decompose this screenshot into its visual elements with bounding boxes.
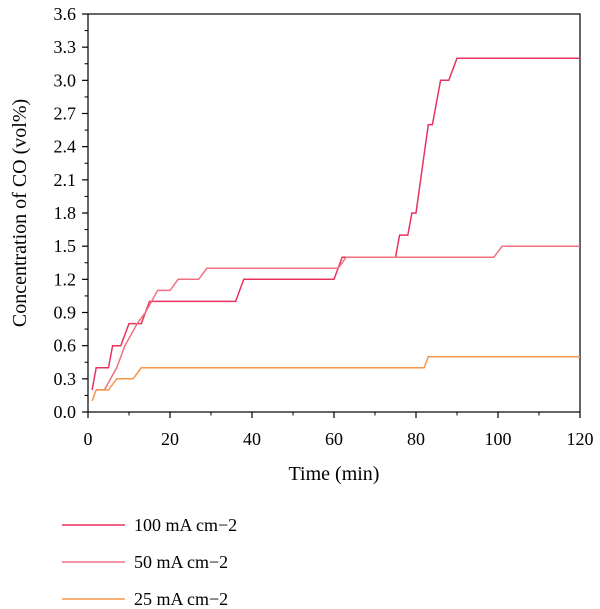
x-tick-label: 0 xyxy=(84,429,93,449)
x-axis-label: Time (min) xyxy=(289,463,380,485)
y-tick-label: 2.7 xyxy=(54,104,77,124)
y-axis-ticks: 0.0 0.3 0.6 0.9 1.2 1.5 1.8 2.1 2.4 2.7 3.0 3.3 3.6 xyxy=(54,4,88,422)
x-tick-label: 40 xyxy=(243,429,261,449)
y-tick-label: 3.6 xyxy=(54,4,77,24)
plot-area xyxy=(87,13,581,413)
y-tick-label: 1.5 xyxy=(54,236,77,256)
x-tick-label: 80 xyxy=(407,429,425,449)
x-tick-label: 100 xyxy=(485,429,512,449)
legend: 100 mA cm−2 50 mA cm−2 25 mA cm−2 xyxy=(62,515,237,609)
y-tick-label: 0.9 xyxy=(54,303,77,323)
x-tick-label: 20 xyxy=(161,429,179,449)
series-line-1 xyxy=(96,245,580,391)
y-axis-label: Concentration of CO (vol%) xyxy=(9,99,31,327)
y-tick-label: 2.1 xyxy=(54,170,77,190)
legend-label-1: 50 mA cm−2 xyxy=(134,552,228,572)
series-line-2 xyxy=(91,355,580,402)
plot-frame xyxy=(87,13,581,413)
y-tick-label: 1.8 xyxy=(54,203,77,223)
y-tick-label: 0.3 xyxy=(54,369,77,389)
series-layer xyxy=(91,57,580,402)
x-tick-label: 120 xyxy=(567,429,594,449)
y-tick-label: 3.3 xyxy=(54,37,77,57)
y-tick-label: 2.4 xyxy=(54,137,77,157)
y-tick-label: 0.0 xyxy=(54,402,77,422)
legend-label-0: 100 mA cm−2 xyxy=(134,515,237,535)
x-axis-ticks: 0 20 40 60 80 100 120 xyxy=(84,412,594,449)
legend-label-2: 25 mA cm−2 xyxy=(134,589,228,609)
y-tick-label: 3.0 xyxy=(54,70,77,90)
x-tick-label: 60 xyxy=(325,429,343,449)
series-line-0 xyxy=(91,57,580,391)
y-tick-label: 0.6 xyxy=(54,336,77,356)
y-tick-label: 1.2 xyxy=(54,269,77,289)
